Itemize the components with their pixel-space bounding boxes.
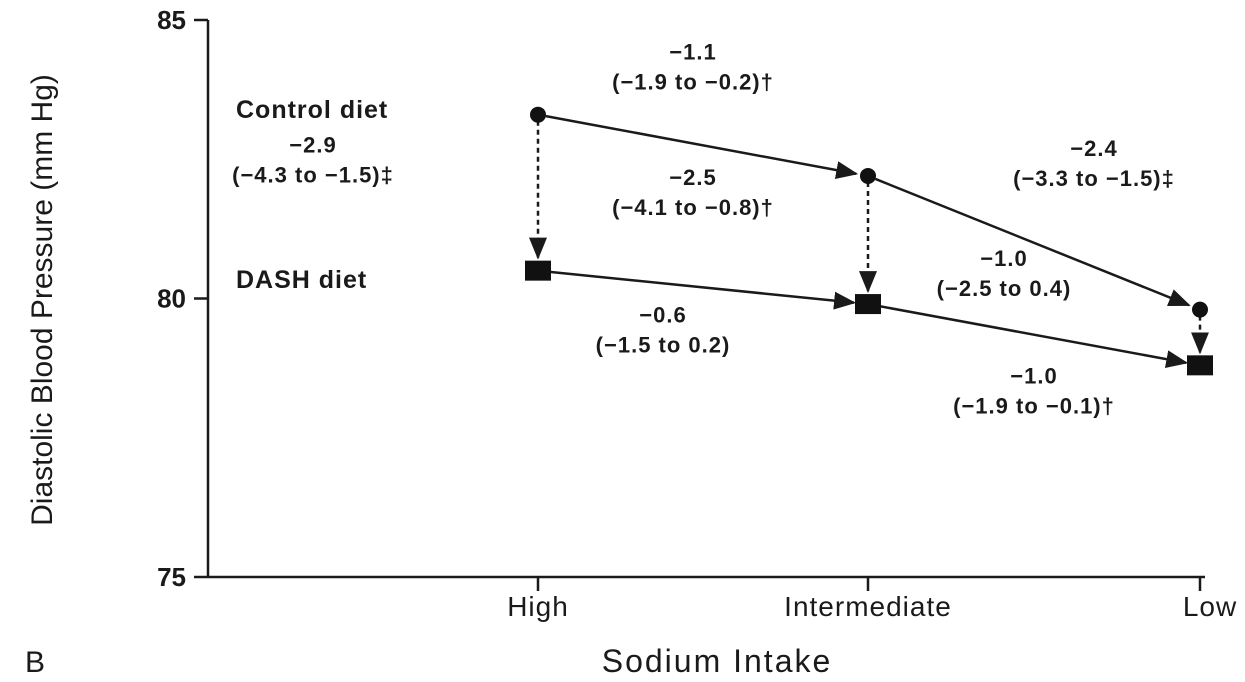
dash-diet-point [525,260,551,281]
dash-diet-point [1187,355,1213,376]
x-axis-title: Sodium Intake [602,643,833,677]
annotations: −1.1 (−1.9 to −0.2)† −2.4 (−3.3 to −1.5)‡ −2… [232,40,1175,419]
y-tick-label: 75 [157,562,186,592]
x-tick-label: High [507,591,569,622]
control-diet-point [860,167,876,184]
dash-trend-arrow [545,270,857,310]
y-axis-title: Diastolic Blood Pressure (mm Hg) [26,74,59,526]
control-diet-point [1192,301,1208,318]
y-ticks: 75 80 85 [157,5,208,592]
series-label-dash: DASH diet [236,266,367,294]
annotation-dash-int-low-upper: −1.0 (−2.5 to 0.4) [937,246,1072,301]
annotation-control-int-low: −2.4 (−3.3 to −1.5)‡ [1013,136,1175,191]
panel-label: B [25,646,45,677]
control-diet-point [530,106,546,123]
x-tick-label: Intermediate [784,591,952,622]
y-tick-label: 85 [157,5,186,35]
y-tick-label: 80 [157,284,186,314]
connectors [529,114,1209,369]
control-trend-arrow [874,177,1191,307]
control-trend-arrow [545,114,859,179]
annotation-diet-high: −2.9 (−4.3 to −1.5)‡ [232,133,394,188]
dash-diet-point [855,294,881,315]
annotation-dash-high-int: −0.6 (−1.5 to 0.2) [596,303,731,358]
dash-trend-arrow [875,304,1189,369]
x-ticks: High Intermediate Low [507,577,1237,622]
series-label-control: Control diet [236,96,388,124]
annotation-diet-int: −2.5 (−4.1 to −0.8)† [612,165,774,220]
markers [525,106,1213,376]
annotation-diet-low: −1.0 (−1.9 to −0.1)† [953,363,1115,418]
annotation-control-high-int: −1.1 (−1.9 to −0.2)† [612,40,774,95]
x-tick-label: Low [1183,591,1237,622]
